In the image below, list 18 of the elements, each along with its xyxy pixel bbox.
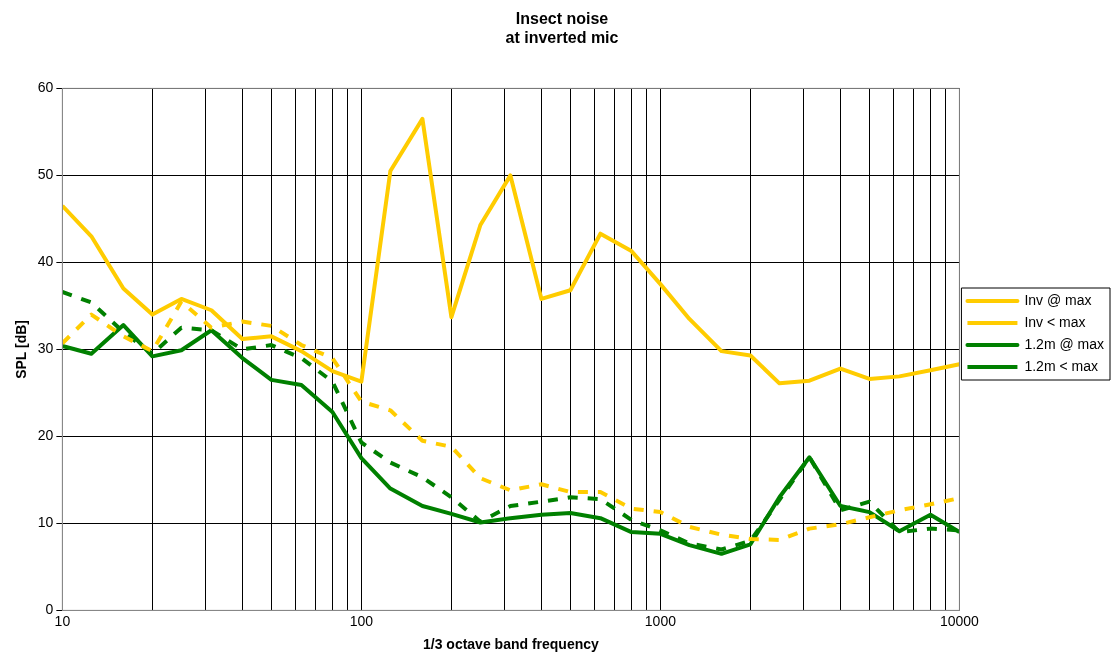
legend-label: 1.2m @ max [1024, 335, 1105, 352]
y-tick-label: 40 [37, 253, 54, 270]
x-tick-label: 1000 [644, 612, 677, 629]
y-tick-label: 60 [37, 79, 54, 96]
y-tick-label: 30 [37, 340, 54, 357]
x-tick-label: 100 [349, 612, 374, 629]
y-axis-title: SPL [dB] [13, 319, 30, 379]
x-tick-label: 10 [54, 612, 71, 629]
y-tick-label: 10 [37, 514, 54, 531]
legend-label: Inv < max [1024, 313, 1086, 330]
y-tick-label: 50 [37, 166, 54, 183]
y-tick-label: 0 [45, 601, 54, 618]
x-axis-title: 1/3 octave band frequency [422, 636, 600, 653]
x-tick-label: 10000 [939, 612, 980, 629]
legend-label: 1.2m < max [1024, 357, 1098, 374]
y-tick-label: 20 [37, 427, 54, 444]
legend-label: Inv @ max [1024, 291, 1092, 308]
chart-title: Insect noise at inverted mic [505, 10, 619, 47]
